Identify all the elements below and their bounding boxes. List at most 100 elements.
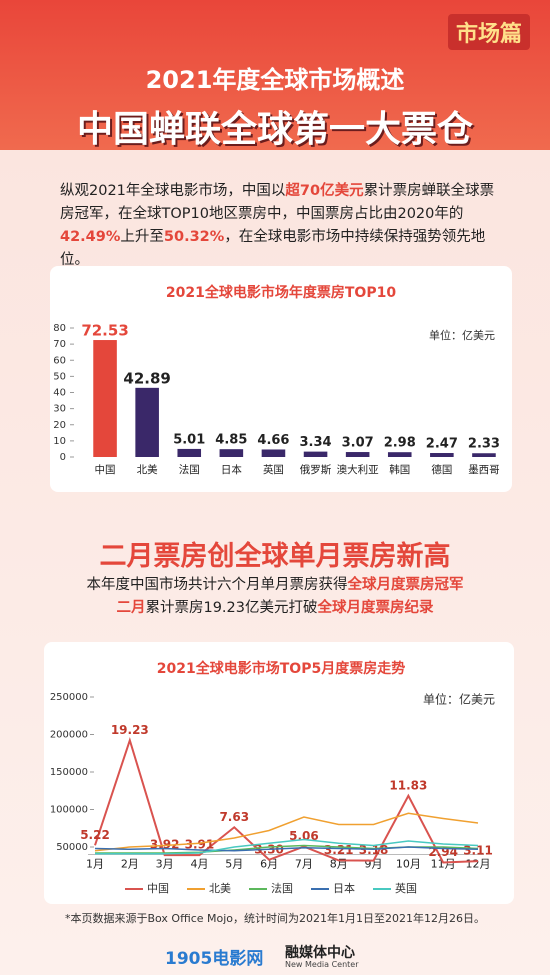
- legend-label: 中国: [147, 882, 169, 895]
- logo-en: New Media Center: [285, 960, 359, 969]
- y-tick-label: 30: [53, 404, 66, 415]
- value-label: 3.21: [324, 843, 354, 857]
- x-tick-label: 中国: [95, 463, 116, 476]
- x-tick-label: 法国: [179, 463, 200, 476]
- x-tick-label: 墨西哥: [468, 464, 500, 476]
- legend-label: 北美: [209, 882, 231, 895]
- text-segment: 50.32%: [163, 229, 225, 245]
- legend-label: 英国: [395, 881, 417, 895]
- x-tick-label: 5月: [225, 858, 243, 871]
- y-tick-label: 60: [53, 355, 66, 366]
- y-tick-label: 100000: [50, 805, 88, 816]
- y-tick-label: 50000: [56, 842, 88, 853]
- text-line: 本年度中国市场共计六个月单月票房获得全球月度票房冠军: [0, 574, 550, 597]
- tag: 市场篇: [447, 14, 530, 50]
- chart-title: 2021全球电影市场年度票房TOP10: [166, 284, 396, 301]
- logo: 1905电影网: [165, 949, 264, 969]
- x-tick-label: 7月: [295, 858, 313, 871]
- x-tick-label: 澳大利亚: [337, 463, 379, 476]
- value-label: 3.34: [300, 435, 332, 450]
- bar: [303, 451, 328, 457]
- bar: [472, 453, 496, 457]
- text-line: 二月累计票房19.23亿美元打破全球月度票房纪录: [0, 597, 550, 620]
- value-label: 2.98: [384, 436, 416, 451]
- y-tick-label: 10: [53, 436, 66, 447]
- x-tick-label: 6月: [260, 858, 278, 871]
- value-label: 3.11: [463, 844, 493, 858]
- value-label: 7.63: [219, 810, 249, 824]
- x-tick-label: 12月: [466, 858, 491, 871]
- y-tick-label: 150000: [50, 767, 88, 778]
- value-label: 42.89: [123, 369, 170, 387]
- unit: 单位：亿美元: [423, 692, 495, 707]
- text-segment: 纵观2021年全球电影市场，中国以: [60, 183, 286, 199]
- x-tick-label: 德国: [431, 463, 452, 476]
- y-tick-label: 50: [53, 371, 66, 382]
- x-tick-label: 11月: [431, 858, 456, 871]
- bar: [261, 449, 286, 457]
- legend-label: 法国: [271, 881, 293, 895]
- x-tick-label: 1月: [86, 858, 104, 871]
- x-tick-label: 2月: [121, 858, 139, 871]
- x-tick-label: 3月: [156, 858, 174, 871]
- y-tick-label: 200000: [50, 730, 88, 741]
- text-segment: 累计票房19.23亿美元打破: [145, 600, 318, 616]
- x-tick-label: 4月: [190, 858, 208, 871]
- series-line: [95, 838, 479, 855]
- x-tick-label: 英国: [263, 463, 284, 476]
- text-segment: 超70亿美元: [285, 183, 364, 199]
- bar: [135, 387, 159, 457]
- x-tick-label: 日本: [221, 463, 242, 476]
- y-tick-label: 20: [53, 420, 66, 431]
- bar: [430, 453, 454, 457]
- title: 2021年度全球市场概述: [145, 66, 405, 94]
- text-segment: 本年度中国市场共计六个月单月票房获得: [86, 577, 348, 593]
- text-segment: 二月: [116, 600, 146, 616]
- value-label: 3.91: [185, 838, 215, 852]
- bar: [177, 448, 202, 457]
- bar: [219, 449, 244, 457]
- x-tick-label: 北美: [137, 463, 158, 476]
- unit: 单位：亿美元: [429, 328, 495, 342]
- x-tick-label: 10月: [396, 858, 421, 871]
- y-tick-label: 80: [53, 323, 66, 334]
- series-line: [94, 846, 479, 852]
- section-text: 本年度中国市场共计六个月单月票房获得全球月度票房冠军 二月累计票房19.23亿美元…: [0, 574, 550, 620]
- value-label: 4.66: [257, 433, 289, 448]
- text-segment: 累计票房蝉联全球票房冠军，在全球TOP10地区票房中，中国票房占比由2020年的: [60, 183, 495, 222]
- headline: 中国蝉联全球第一大票仓: [76, 109, 473, 150]
- text-segment: 上升至: [120, 229, 164, 245]
- value-label: 3.18: [359, 843, 389, 857]
- value-label: 4.85: [215, 433, 247, 448]
- x-tick-label: 韩国: [389, 463, 410, 476]
- value-label: 11.83: [389, 778, 427, 792]
- y-tick-label: 70: [53, 339, 66, 350]
- series-line: [94, 736, 479, 864]
- chart-title: 2021全球电影市场TOP5月度票房走势: [157, 660, 405, 677]
- text-segment: ，在全球电影市场中持续保持强势领先地位。: [60, 229, 486, 268]
- y-tick-label: 250000: [50, 692, 88, 703]
- value-label: 5.22: [80, 828, 110, 842]
- intro: 纵观2021年全球电影市场，中国以超70亿美元累计票房蝉联全球票房冠军，在全球T…: [60, 180, 500, 272]
- section-title: 二月票房创全球单月票房新高: [99, 541, 451, 572]
- text-segment: 全球月度票房冠军: [347, 577, 464, 593]
- bar: [345, 452, 370, 457]
- text-segment: 42.49%: [60, 229, 121, 245]
- footnote: *本页数据来源于Box Office Mojo，统计时间为2021年1月1日至2…: [64, 912, 486, 925]
- bar: [93, 340, 117, 457]
- text-segment: 全球月度票房纪录: [317, 600, 434, 616]
- value-label: 19.23: [111, 723, 149, 737]
- value-label: 2.47: [426, 437, 458, 452]
- logo: 融媒体中心: [285, 945, 355, 961]
- legend-label: 日本: [333, 881, 355, 895]
- card: [44, 642, 514, 904]
- bar: [387, 452, 412, 457]
- value-label: 3.07: [342, 436, 374, 451]
- x-tick-label: 俄罗斯: [300, 463, 332, 476]
- series-line: [94, 812, 479, 852]
- value-label: 5.01: [173, 432, 205, 447]
- y-tick-label: 40: [53, 388, 66, 399]
- value-label: 72.53: [81, 322, 128, 340]
